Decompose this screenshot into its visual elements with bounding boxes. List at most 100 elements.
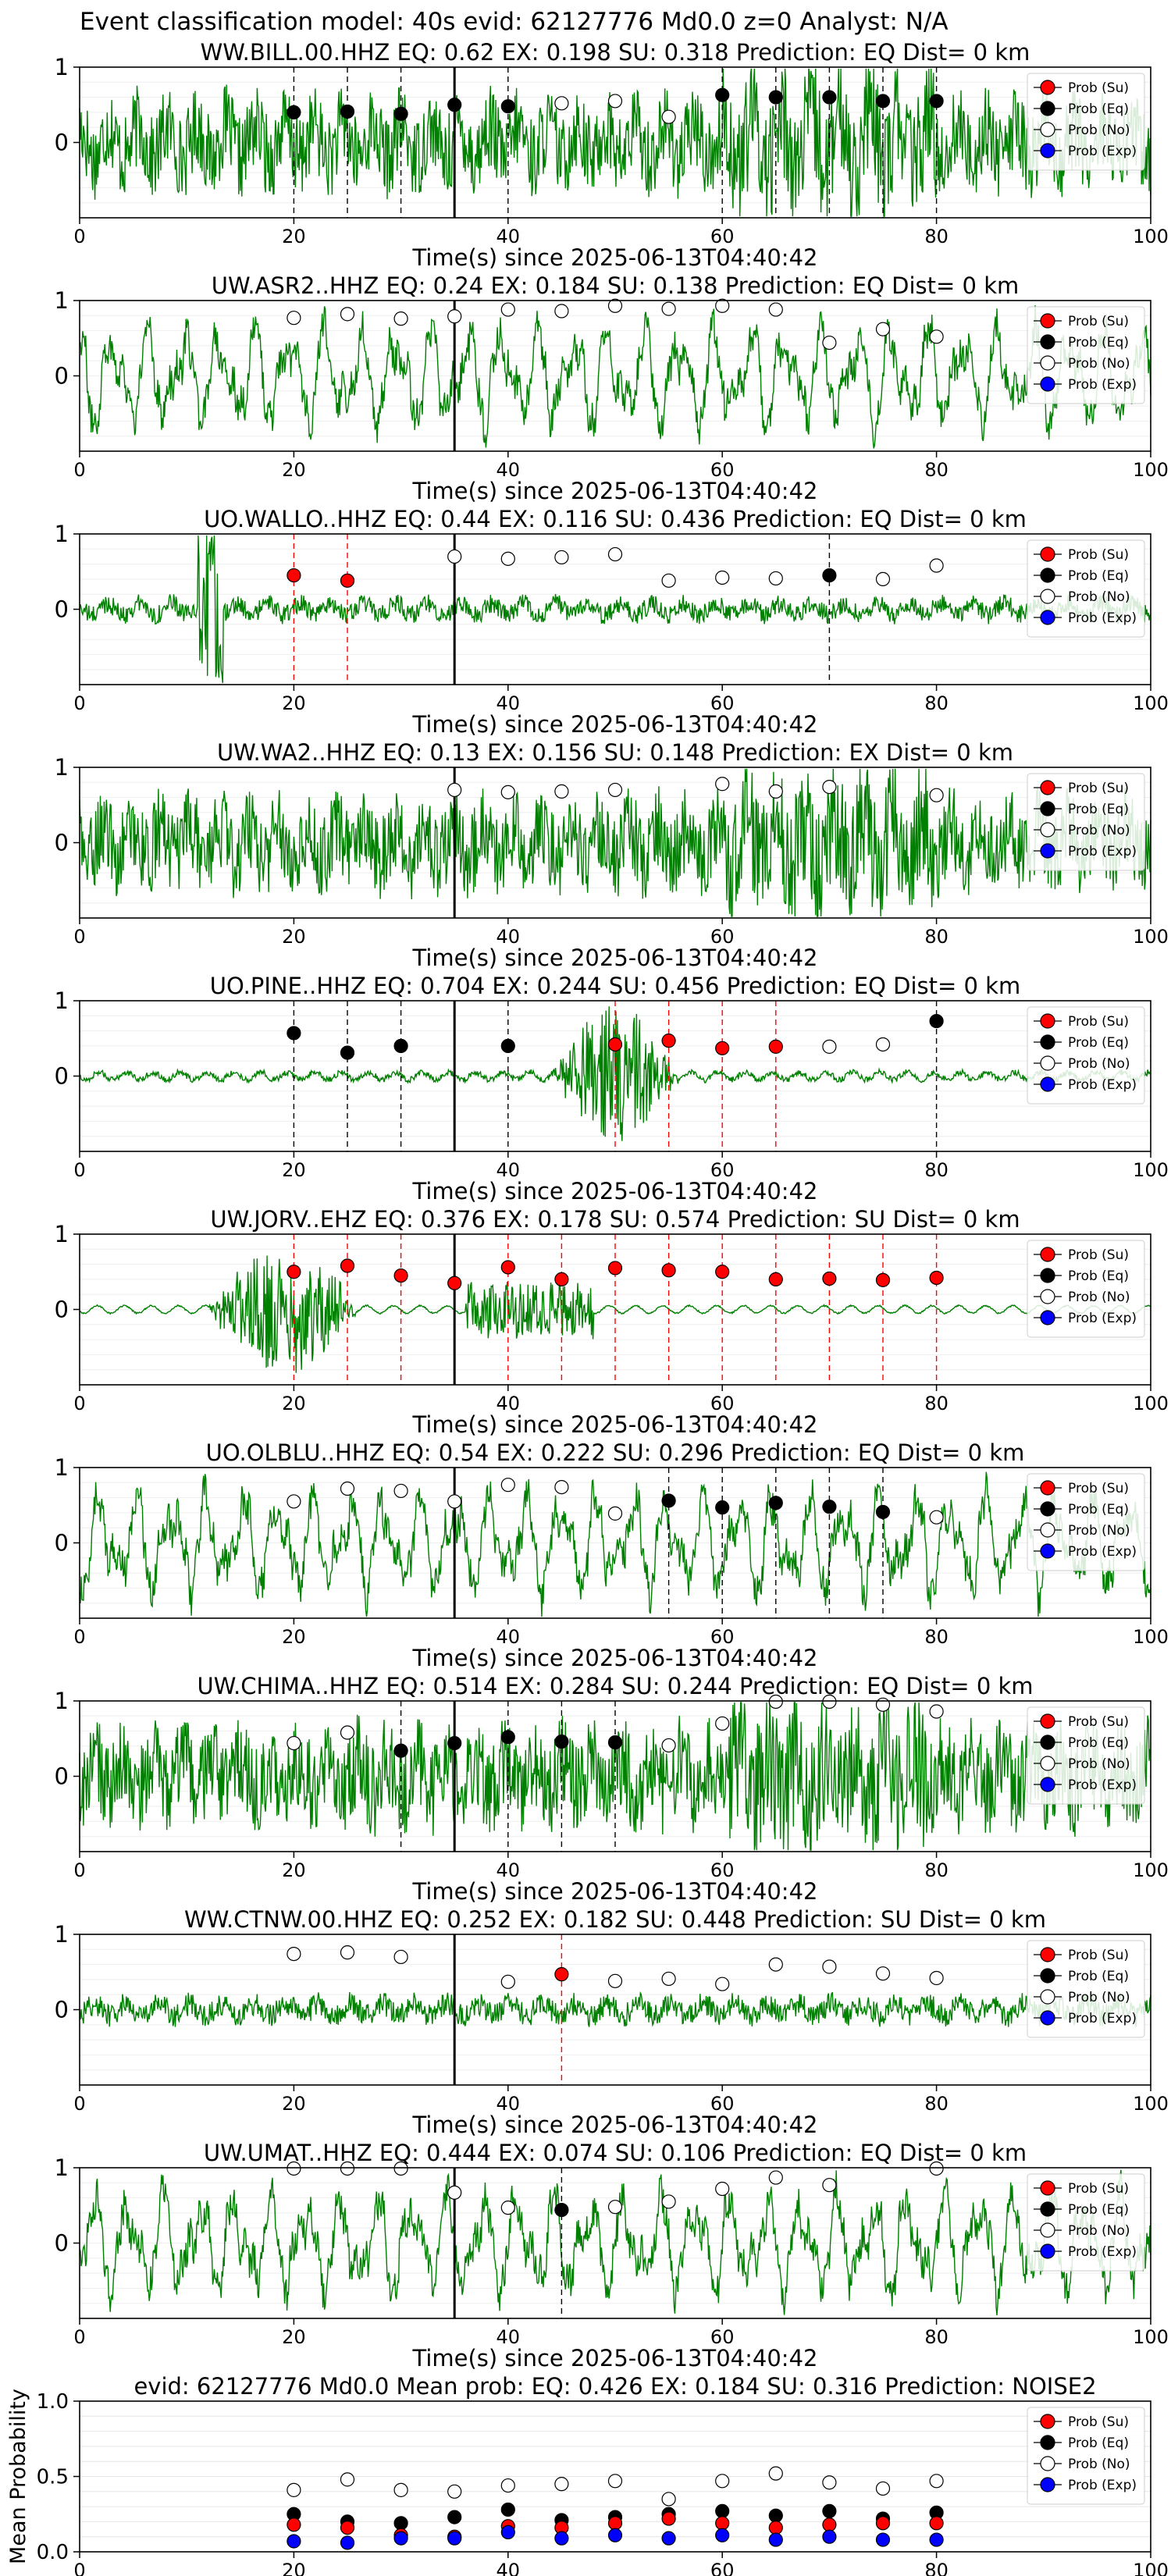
x-tick-label: 60 [710, 1859, 735, 1881]
x-tick-label: 0 [73, 2326, 85, 2348]
waveform [79, 535, 1151, 684]
prob-point-no [500, 2201, 515, 2215]
legend-label-no: Prob (No) [1068, 123, 1130, 138]
legend-label-exp: Prob (Exp) [1068, 377, 1137, 393]
legend-label-su: Prob (Su) [1068, 1247, 1129, 1263]
prob-point-no [875, 1966, 891, 1981]
legend-marker-su [1040, 1947, 1055, 1962]
x-tick-label: 100 [1133, 2093, 1169, 2115]
prob-point-no [822, 2178, 837, 2193]
legend-box [1027, 1473, 1145, 1571]
mean-point-no [822, 2475, 837, 2490]
mean-point-eq [447, 2510, 462, 2524]
waveform [79, 305, 1151, 449]
legend-label-exp: Prob (Exp) [1068, 1544, 1137, 1560]
y-tick-label: 1 [55, 54, 69, 80]
prob-point-no [607, 782, 623, 798]
prob-point-eq [500, 1038, 515, 1054]
x-axis-label: Time(s) since 2025-06-13T04:40:42 [412, 1178, 818, 1204]
chart-title: UO.PINE..HHZ EQ: 0.704 EX: 0.244 SU: 0.4… [210, 973, 1020, 999]
mean-point-exp [929, 2532, 944, 2547]
legend-marker-eq [1040, 1735, 1055, 1750]
legend-label-su: Prob (Su) [1068, 314, 1129, 329]
legend-label-exp: Prob (Exp) [1068, 144, 1137, 159]
waveform [79, 1471, 1151, 1617]
prob-point-eq [340, 1045, 355, 1060]
legend-marker-exp [1040, 1076, 1055, 1092]
y-tick-label: 1.0 [37, 2390, 69, 2414]
prob-point-eq [554, 1735, 569, 1749]
mean-point-su [768, 2521, 783, 2535]
y-axis-label: Mean Probability [6, 2389, 30, 2564]
y-tick-label: 0 [55, 1997, 69, 2023]
chart-panel-2: UW.ASR2..HHZ EQ: 0.24 EX: 0.184 SU: 0.13… [55, 272, 1169, 504]
mean-point-exp [875, 2532, 891, 2547]
x-axis-label: Time(s) since 2025-06-13T04:40:42 [412, 244, 818, 271]
legend-marker-exp [1040, 2477, 1055, 2492]
prob-point-su [500, 1260, 515, 1275]
prob-point-no [607, 298, 623, 313]
x-tick-label: 40 [497, 2093, 521, 2115]
x-axis-label: Time(s) since 2025-06-13T04:40:42 [412, 478, 818, 504]
x-tick-label: 0 [73, 2093, 85, 2115]
y-tick-label: 0 [55, 130, 69, 156]
mean-point-su [715, 2516, 730, 2531]
mean-point-exp [661, 2531, 676, 2546]
axes-frame [79, 300, 1151, 452]
prob-point-no [393, 2161, 408, 2176]
legend-marker-no [1040, 1522, 1055, 1538]
prob-point-no [393, 1949, 408, 1965]
prob-point-no [340, 2161, 355, 2176]
legend-marker-eq [1040, 2435, 1055, 2450]
legend-marker-no [1040, 822, 1055, 838]
x-tick-label: 60 [710, 2093, 735, 2115]
mean-point-no [929, 2474, 944, 2489]
prob-point-no [554, 784, 569, 799]
legend-label-su: Prob (Su) [1068, 547, 1129, 563]
x-tick-label: 0 [73, 1393, 85, 1414]
legend-box [1027, 306, 1145, 404]
prob-point-eq [447, 98, 462, 112]
axes-frame [79, 66, 1151, 219]
prob-point-eq [393, 1743, 408, 1758]
x-axis-label: Time(s) since 2025-06-13T04:40:42 [412, 1411, 818, 1438]
prob-point-no [554, 96, 569, 111]
legend: Prob (Su) Prob (Eq) Prob (No) Prob (Exp) [1027, 1240, 1145, 1338]
legend-marker-exp [1040, 610, 1055, 625]
chart-title: UW.UMAT..HHZ EQ: 0.444 EX: 0.074 SU: 0.1… [204, 2140, 1027, 2166]
prob-point-no [393, 1483, 408, 1499]
legend-label-no: Prob (No) [1068, 1990, 1130, 2005]
prob-point-no [607, 546, 623, 562]
mean-point-eq [822, 2503, 837, 2518]
x-tick-label: 60 [710, 2326, 735, 2348]
x-tick-label: 60 [710, 1159, 735, 1181]
prob-point-eq [822, 568, 837, 583]
prob-point-su [447, 1276, 462, 1290]
prob-point-eq [929, 1013, 944, 1029]
legend-marker-su [1040, 546, 1055, 562]
legend-marker-no [1040, 2222, 1055, 2238]
mean-point-no [500, 2478, 515, 2493]
mean-point-no [875, 2481, 891, 2496]
legend-label-exp: Prob (Exp) [1068, 2478, 1137, 2493]
legend-marker-no [1040, 1289, 1055, 1304]
mean-point-exp [607, 2528, 623, 2542]
legend-marker-exp [1040, 1543, 1055, 1559]
prob-point-su [554, 1967, 569, 1982]
prob-point-no [715, 298, 730, 313]
legend-marker-su [1040, 313, 1055, 329]
x-tick-label: 100 [1133, 226, 1169, 247]
mean-point-su [875, 2516, 891, 2531]
chart-title: UW.JORV..EHZ EQ: 0.376 EX: 0.178 SU: 0.5… [210, 1206, 1020, 1233]
axes-frame [79, 533, 1151, 685]
x-axis-label: Time(s) since 2025-06-13T04:40:42 [412, 1645, 818, 1671]
prob-point-no [554, 550, 569, 565]
legend-marker-su [1040, 1013, 1055, 1029]
axes-frame [79, 1934, 1151, 2086]
prob-point-no [929, 558, 944, 573]
legend-marker-eq [1040, 1034, 1055, 1050]
legend-marker-eq [1040, 334, 1055, 350]
prob-point-eq [822, 90, 837, 105]
x-tick-label: 20 [282, 1859, 306, 1881]
legend-label-exp: Prob (Exp) [1068, 1311, 1137, 1326]
